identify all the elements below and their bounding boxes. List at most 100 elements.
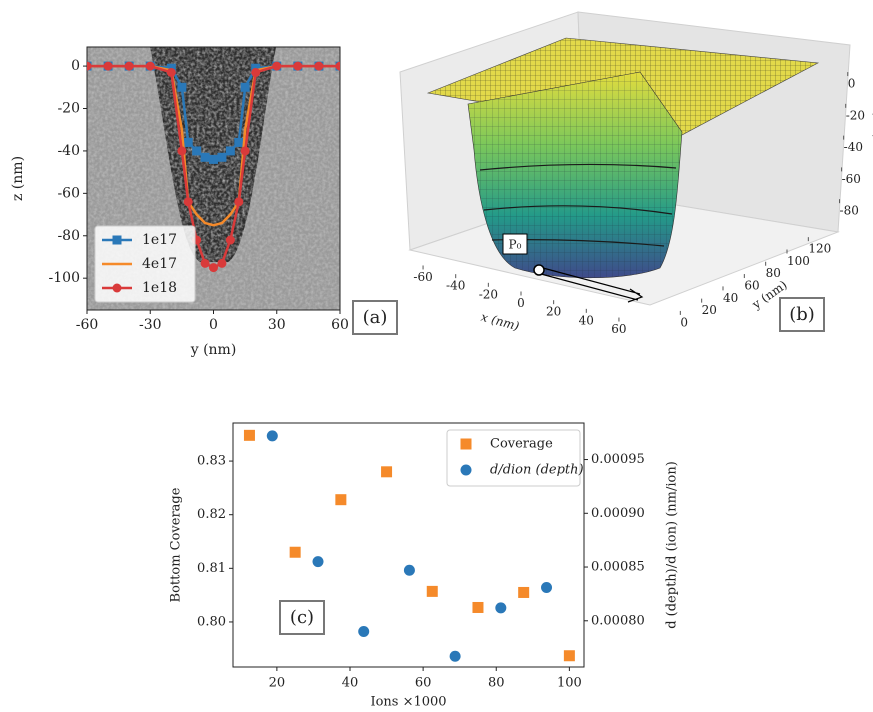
marker xyxy=(225,146,235,156)
y-tick-label: 60 xyxy=(744,279,759,293)
marker xyxy=(183,137,193,147)
y2-axis-label: d (depth)/d (ion) (nm/ion) xyxy=(665,461,680,629)
x-tick-label: -30 xyxy=(139,317,162,333)
panel-label-box xyxy=(779,297,825,332)
series-layer xyxy=(87,61,340,273)
marker xyxy=(217,152,227,162)
x-tick-label: 60 xyxy=(415,676,432,691)
marker xyxy=(112,235,122,245)
marker xyxy=(541,581,553,593)
y-tick-label: 0.83 xyxy=(197,454,226,469)
marker xyxy=(335,61,340,71)
x-axis-label: y (nm) xyxy=(190,342,237,358)
marker xyxy=(240,146,250,156)
marker xyxy=(192,146,202,156)
x-tick-label: 100 xyxy=(557,676,582,691)
marker xyxy=(314,61,324,71)
marker xyxy=(200,258,210,268)
legend-label: Coverage xyxy=(490,437,553,452)
y-tick-label: -60 xyxy=(57,185,80,201)
y-tick-label: 100 xyxy=(787,254,810,268)
marker xyxy=(177,146,187,156)
marker xyxy=(217,258,227,268)
y-axis-label: z (nm) xyxy=(10,156,26,201)
marker xyxy=(240,82,250,92)
y-tick-label: 40 xyxy=(723,291,738,305)
y-tick-label: 0.80 xyxy=(197,614,226,629)
panel-label-box xyxy=(279,600,325,635)
z-tick-label: -80 xyxy=(840,204,859,218)
panel-label: (a) xyxy=(363,307,388,328)
p0-marker xyxy=(533,264,545,276)
annotation-box xyxy=(502,233,528,255)
z-tick-label: -60 xyxy=(842,172,861,186)
legend-label: 4e17 xyxy=(142,256,177,272)
y-axis-label: Bottom Coverage xyxy=(169,487,184,602)
y-tick-label: 120 xyxy=(808,242,831,256)
x-axis-label: Ions ×1000 xyxy=(370,695,446,710)
x-tick-label: 40 xyxy=(342,676,359,691)
marker xyxy=(518,586,530,598)
x-tick-label: 20 xyxy=(546,305,561,319)
y2-tick-label: 0.00085 xyxy=(591,560,645,575)
legend-label: 1e17 xyxy=(142,232,177,248)
y-tick-label: 0 xyxy=(71,58,80,74)
marker xyxy=(177,82,187,92)
x-tick-label: 0 xyxy=(209,317,218,333)
p0-arrow xyxy=(540,267,644,303)
y-tick-label: 20 xyxy=(702,303,717,317)
z-tick-label: 0 xyxy=(848,77,856,91)
legend-label: 1e18 xyxy=(142,280,177,296)
marker xyxy=(272,61,282,71)
panel-a: -60 -30 0 30 60 0 -20 -40 -60 -80 -100 y (nm) z (nm)… xyxy=(10,58,398,358)
x-tick-label: 60 xyxy=(611,322,626,336)
marker xyxy=(166,67,176,77)
marker xyxy=(200,152,210,162)
axes-frame xyxy=(232,422,585,668)
x-tick-label: 40 xyxy=(579,313,594,327)
annotation: P₀ xyxy=(509,238,522,252)
marker xyxy=(472,601,484,613)
marker xyxy=(243,429,255,441)
y-tick-label: -100 xyxy=(49,270,80,286)
y-tick-label: -80 xyxy=(57,228,80,244)
x-tick-label: -20 xyxy=(479,287,498,301)
x-tick-label: -40 xyxy=(446,279,465,293)
legend-label: d/dion (depth) xyxy=(490,463,584,478)
y-tick-label: 80 xyxy=(766,266,781,280)
marker xyxy=(358,626,370,638)
y-tick-label: 0 xyxy=(680,315,688,329)
marker xyxy=(293,61,303,71)
panel-c: 20 40 60 80 100 0.80 0.81 0.82 0.83 0.00080 0.0008… xyxy=(169,429,680,710)
y2-tick-label: 0.00090 xyxy=(591,506,645,521)
marker xyxy=(335,494,347,506)
x-tick-label: -60 xyxy=(413,270,432,284)
x-tick-label: 0 xyxy=(517,296,525,310)
x-tick-label: 30 xyxy=(268,317,286,333)
y2-tick-label: 0.00095 xyxy=(591,452,645,467)
marker xyxy=(145,61,155,71)
marker xyxy=(103,61,113,71)
z-tick-label: -40 xyxy=(844,140,863,154)
y-tick-label: -40 xyxy=(57,143,80,159)
marker xyxy=(234,197,244,207)
marker xyxy=(563,650,575,662)
marker xyxy=(381,466,393,478)
x-axis-label: x (nm) xyxy=(479,310,521,334)
marker xyxy=(289,546,301,558)
surface-mesh xyxy=(468,72,682,278)
marker xyxy=(460,464,472,476)
marker xyxy=(209,263,218,273)
marker xyxy=(460,438,472,450)
x-tick-label: -60 xyxy=(76,317,99,333)
marker xyxy=(266,430,278,442)
z-axis-label: z (nm) xyxy=(871,111,873,150)
marker xyxy=(225,235,235,245)
panel-label: (c) xyxy=(290,607,314,628)
marker xyxy=(87,61,92,71)
legend-box xyxy=(446,429,581,487)
y-tick-label: 0.81 xyxy=(197,561,226,576)
marker xyxy=(495,602,507,614)
